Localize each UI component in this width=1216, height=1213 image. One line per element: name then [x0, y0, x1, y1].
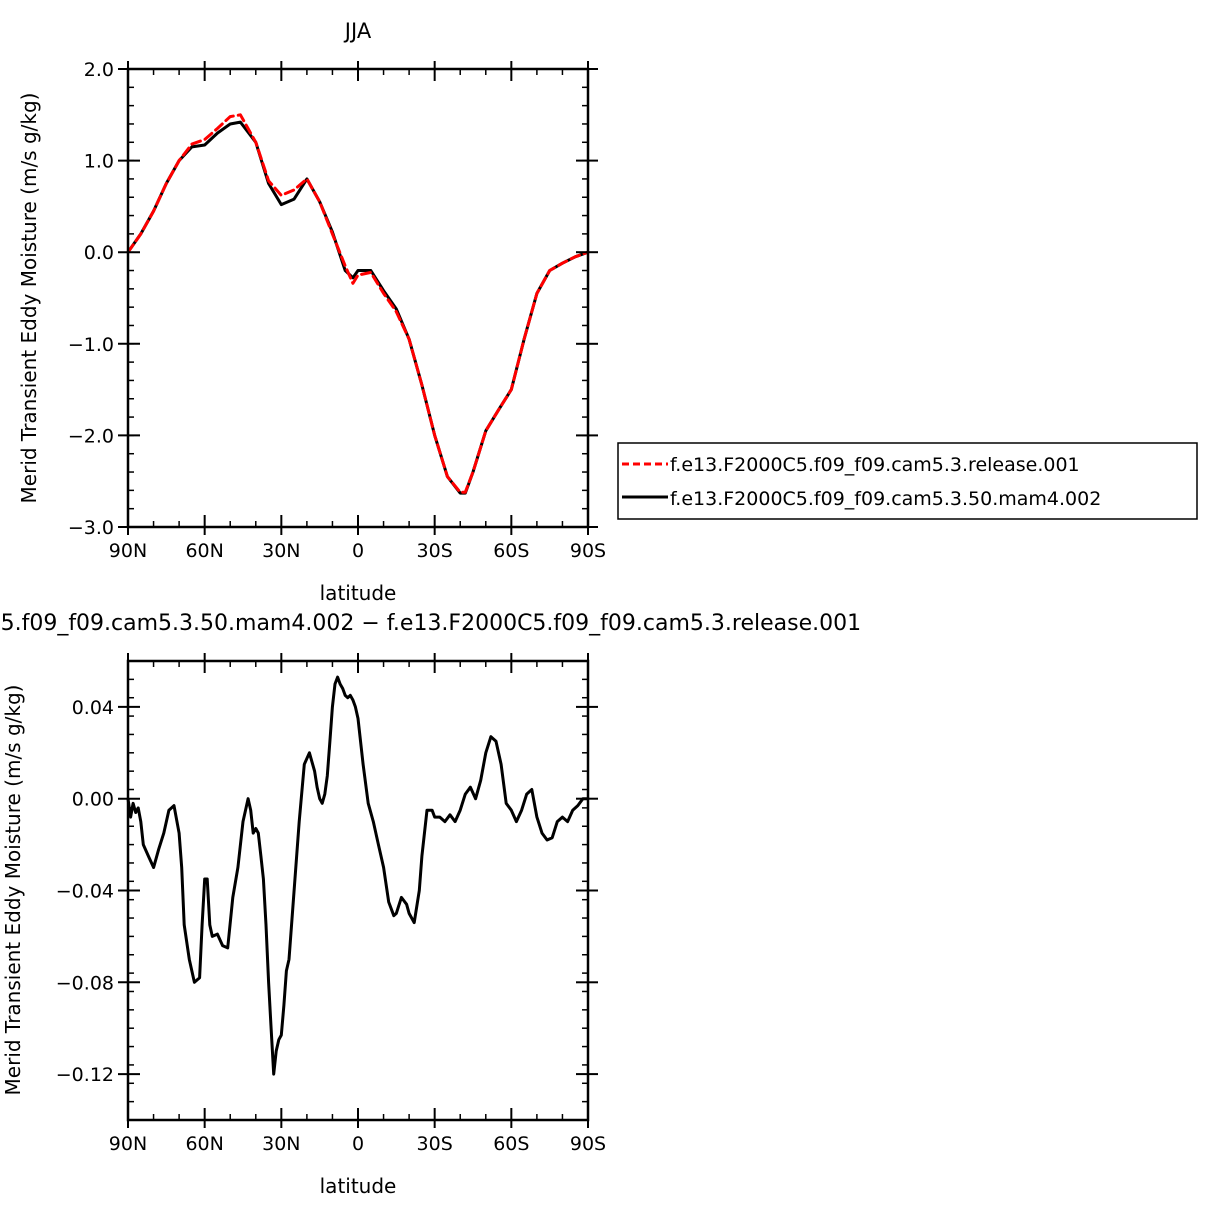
bottom-x-tick-label: 60N [185, 1133, 223, 1155]
top-series-line-1 [126, 113, 590, 494]
top-series-line-2 [126, 120, 590, 495]
top-x-axis-label: latitude [320, 581, 397, 605]
bottom-plot-area [126, 675, 590, 1076]
bottom-y-tick-label: −0.08 [56, 972, 114, 994]
bottom-panel: f.e13.F2000C5.f09_f09.cam5.3.50.mam4.002… [0, 611, 861, 1198]
legend-box [617, 442, 1198, 520]
top-y-tick-label: −3.0 [68, 517, 114, 539]
bottom-x-tick-label: 30S [417, 1133, 453, 1155]
bottom-x-tick-label: 30N [262, 1133, 300, 1155]
top-y-tick-label: −1.0 [68, 334, 114, 356]
bottom-y-tick-label: 0.04 [72, 697, 114, 719]
bottom-x-tick-label: 60S [493, 1133, 529, 1155]
top-x-tick-label: 90S [570, 540, 606, 562]
top-panel: JJA Merid Transient Eddy Moisture (m/s g… [17, 19, 606, 605]
bottom-y-tick-label: 0.00 [72, 789, 114, 811]
bottom-y-tick-label: −0.12 [56, 1064, 114, 1086]
top-y-tick-label: 1.0 [84, 151, 114, 173]
top-x-tick-label: 30S [417, 540, 453, 562]
bottom-y-axis-label: Merid Transient Eddy Moisture (m/s g/kg) [1, 685, 25, 1096]
top-axis-ticks: 90N 60N 30N 0 30S 60S 90S 2.0 1.0 0.0 −1.0 −2.0 −3.0 [68, 59, 606, 562]
top-y-tick-label: 0.0 [84, 242, 114, 264]
top-x-tick-label: 60S [493, 540, 529, 562]
bottom-y-tick-label: −0.04 [56, 881, 114, 903]
top-x-tick-label: 30N [262, 540, 300, 562]
top-y-tick-label: −2.0 [68, 425, 114, 447]
bottom-x-axis-label: latitude [320, 1174, 397, 1198]
legend-entry-2: f.e13.F2000C5.f09_f09.cam5.3.50.mam4.002 [670, 488, 1101, 510]
top-plot-frame [126, 67, 590, 529]
top-x-tick-label: 0 [352, 540, 364, 562]
legend: f.e13.F2000C5.f09_f09.cam5.3.release.001… [617, 442, 1198, 520]
bottom-chart-title: f.e13.F2000C5.f09_f09.cam5.3.50.mam4.002… [0, 611, 861, 636]
bottom-axis-ticks: 90N 60N 30N 0 30S 60S 90S 0.04 0.00 −0.04 −0.08 −0.… [56, 653, 606, 1155]
bottom-x-tick-label: 90S [570, 1133, 606, 1155]
bottom-series-line-1 [126, 675, 590, 1076]
top-y-axis-label: Merid Transient Eddy Moisture (m/s g/kg) [17, 93, 41, 504]
bottom-x-tick-label: 90N [109, 1133, 147, 1155]
top-plot-area [126, 113, 590, 495]
bottom-x-tick-label: 0 [352, 1133, 364, 1155]
top-chart-title: JJA [343, 19, 372, 43]
legend-entry-1: f.e13.F2000C5.f09_f09.cam5.3.release.001 [670, 454, 1080, 476]
top-x-tick-label: 60N [185, 540, 223, 562]
top-y-tick-label: 2.0 [84, 59, 114, 81]
top-x-tick-label: 90N [109, 540, 147, 562]
